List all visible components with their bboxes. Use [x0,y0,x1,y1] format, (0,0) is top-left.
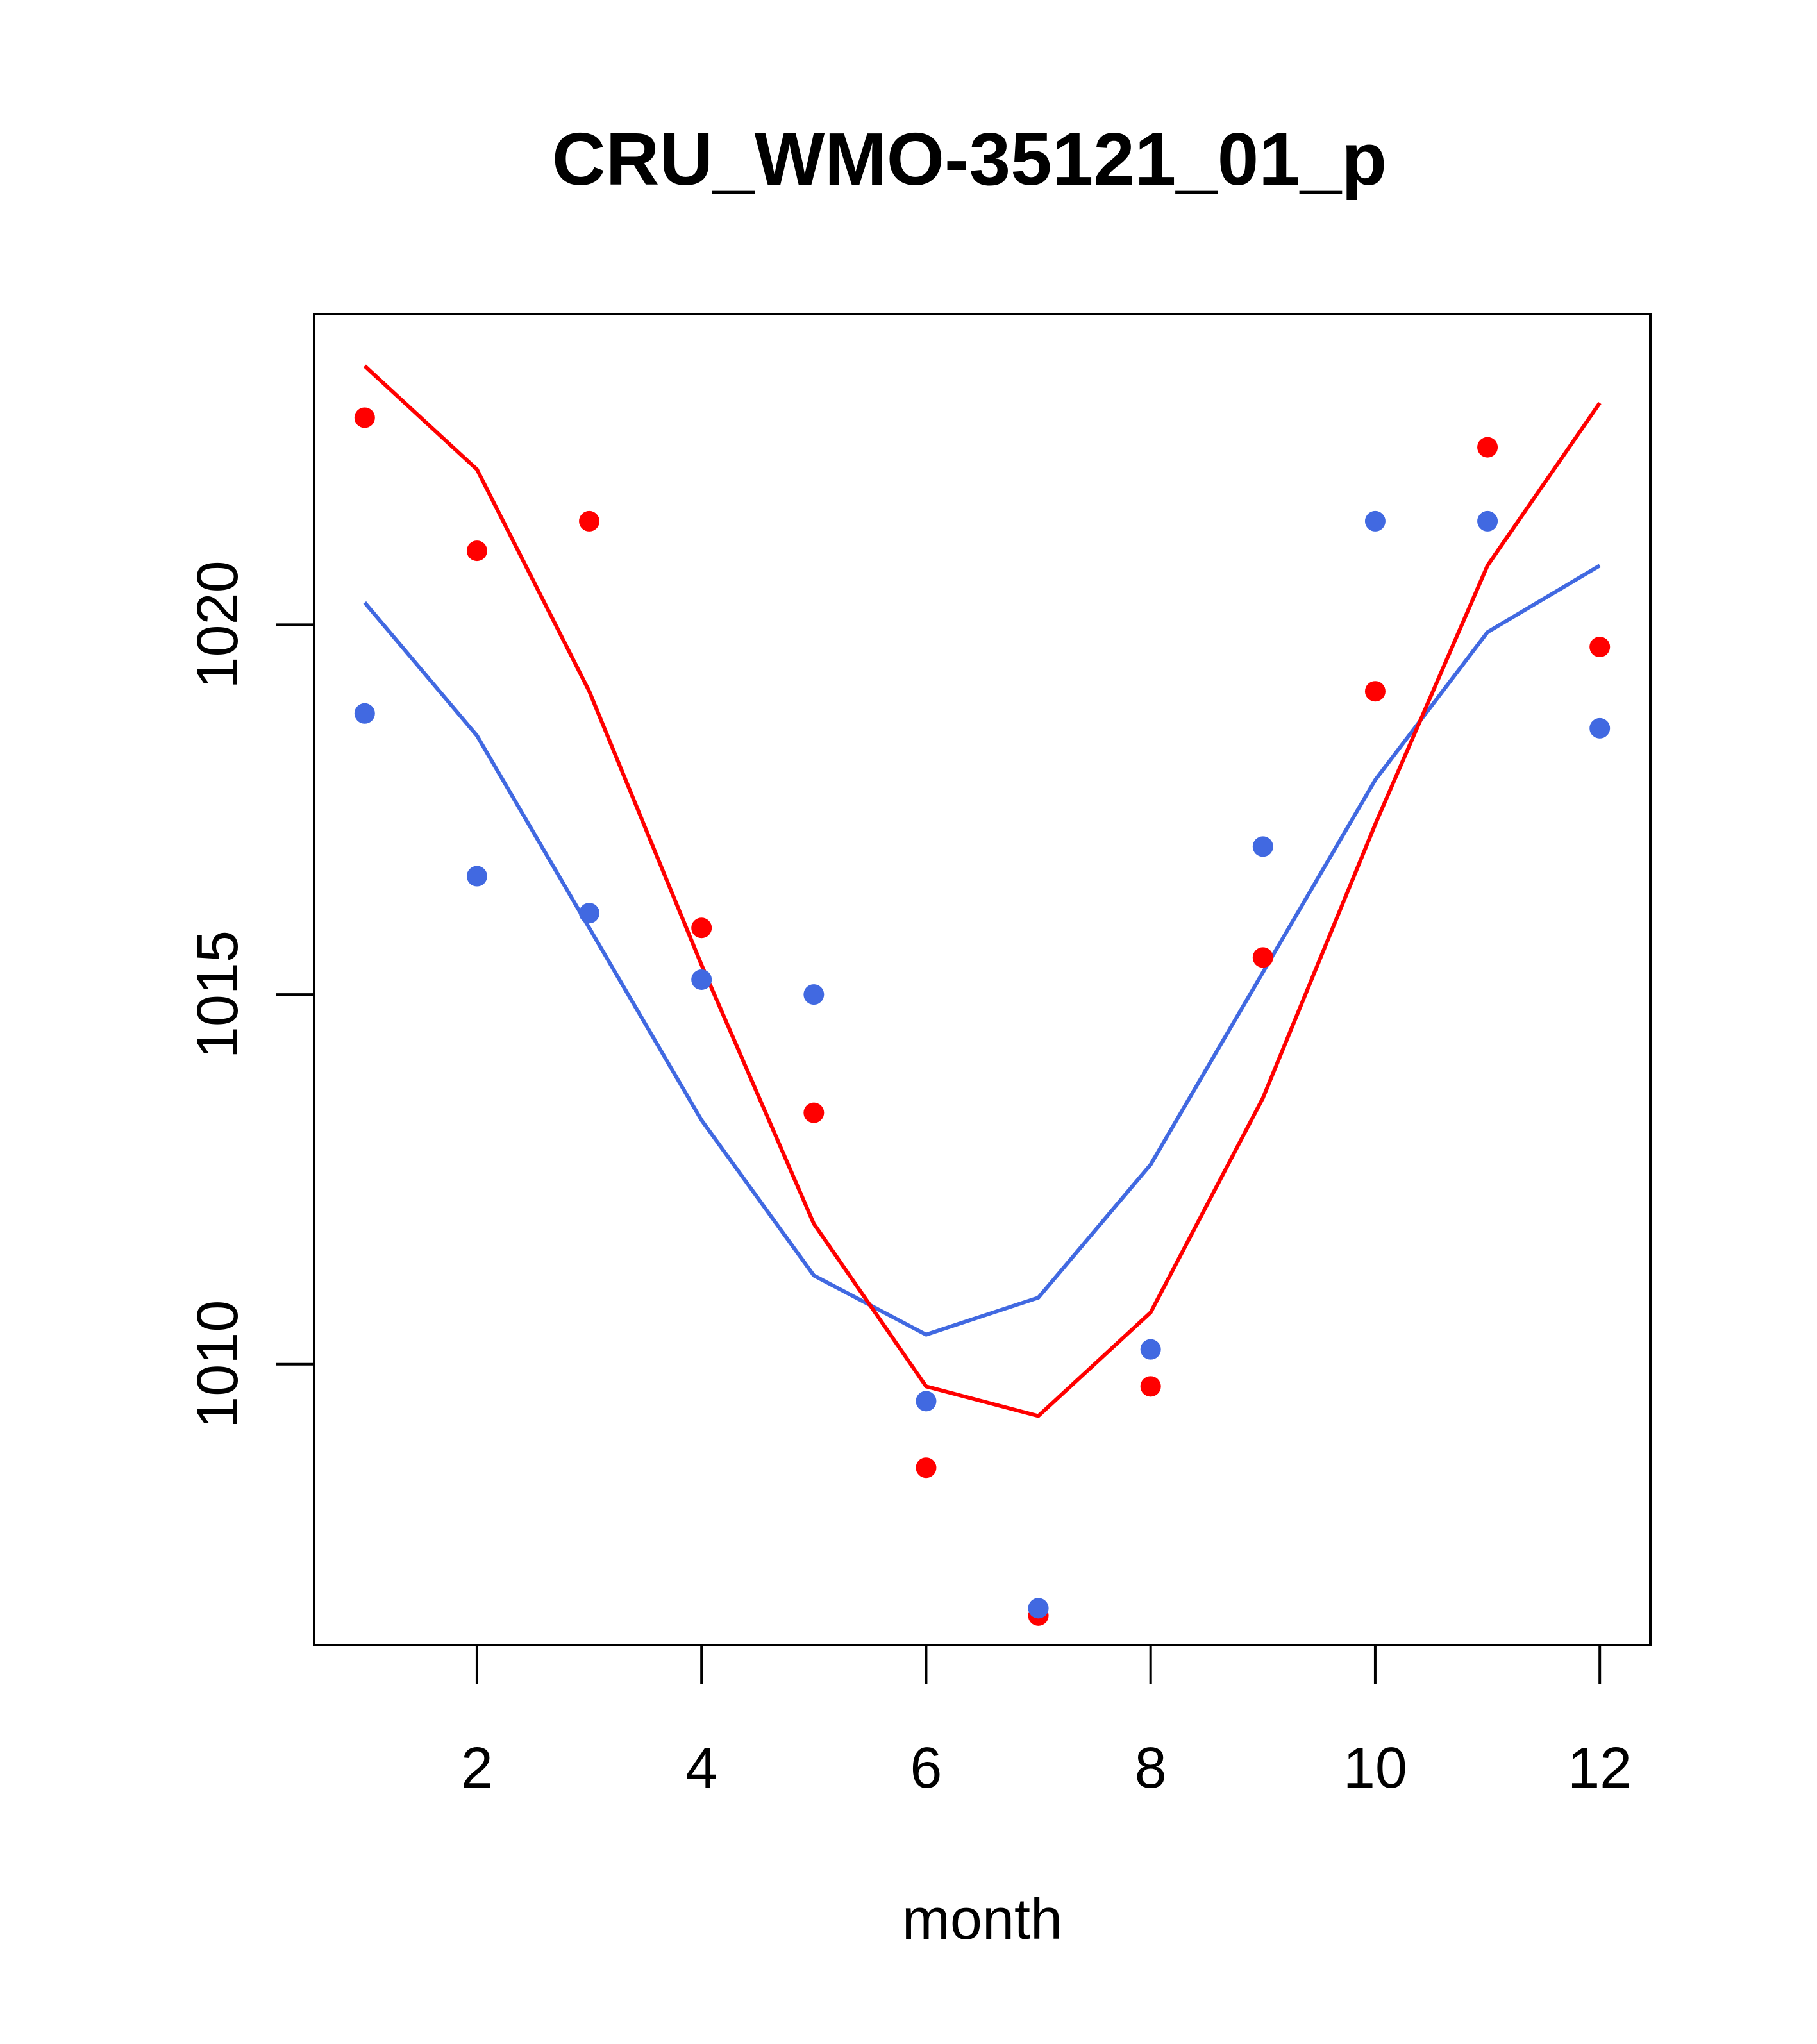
point-red-8 [1140,1376,1161,1397]
point-red-9 [1252,947,1273,968]
series-line-blue [363,564,1601,1337]
point-red-2 [466,540,487,562]
point-blue-5 [803,984,825,1005]
point-blue-11 [1477,510,1498,532]
series-points [354,407,1611,1626]
point-blue-8 [1140,1339,1161,1360]
x-axis-label: month [902,1888,1062,1952]
point-blue-2 [466,866,487,887]
plot-frame [313,313,1652,1646]
x-tick-label-12: 12 [1568,1736,1632,1800]
point-red-12 [1589,637,1611,657]
y-tick-label-1015: 1015 [186,930,250,1059]
point-blue-12 [1589,717,1611,739]
series-lines [363,364,1602,1418]
point-red-6 [916,1457,937,1479]
point-blue-6 [916,1391,937,1412]
point-red-11 [1477,437,1498,458]
point-blue-3 [579,903,600,924]
y-axis: 1010 1015 1020 [186,560,314,1428]
y-tick-label-1010: 1010 [186,1300,250,1428]
point-blue-1 [354,703,375,724]
point-red-1 [354,407,375,428]
x-tick-label-10: 10 [1343,1736,1407,1800]
point-red-10 [1364,681,1386,702]
point-blue-7 [1028,1598,1049,1619]
x-axis: 2 4 6 8 10 12 [461,1645,1632,1800]
point-blue-10 [1364,510,1386,532]
point-red-4 [691,917,712,939]
series-line-red [363,364,1602,1418]
x-tick-label-6: 6 [910,1736,942,1800]
x-tick-label-4: 4 [685,1736,717,1800]
point-blue-9 [1252,836,1273,857]
point-blue-4 [691,969,712,990]
x-tick-label-2: 2 [461,1736,493,1800]
y-tick-label-1020: 1020 [186,560,250,689]
chart-title: CRU_WMO-35121_01_p [552,117,1387,201]
x-tick-label-8: 8 [1135,1736,1167,1800]
point-red-3 [579,510,600,532]
point-red-5 [803,1102,825,1123]
